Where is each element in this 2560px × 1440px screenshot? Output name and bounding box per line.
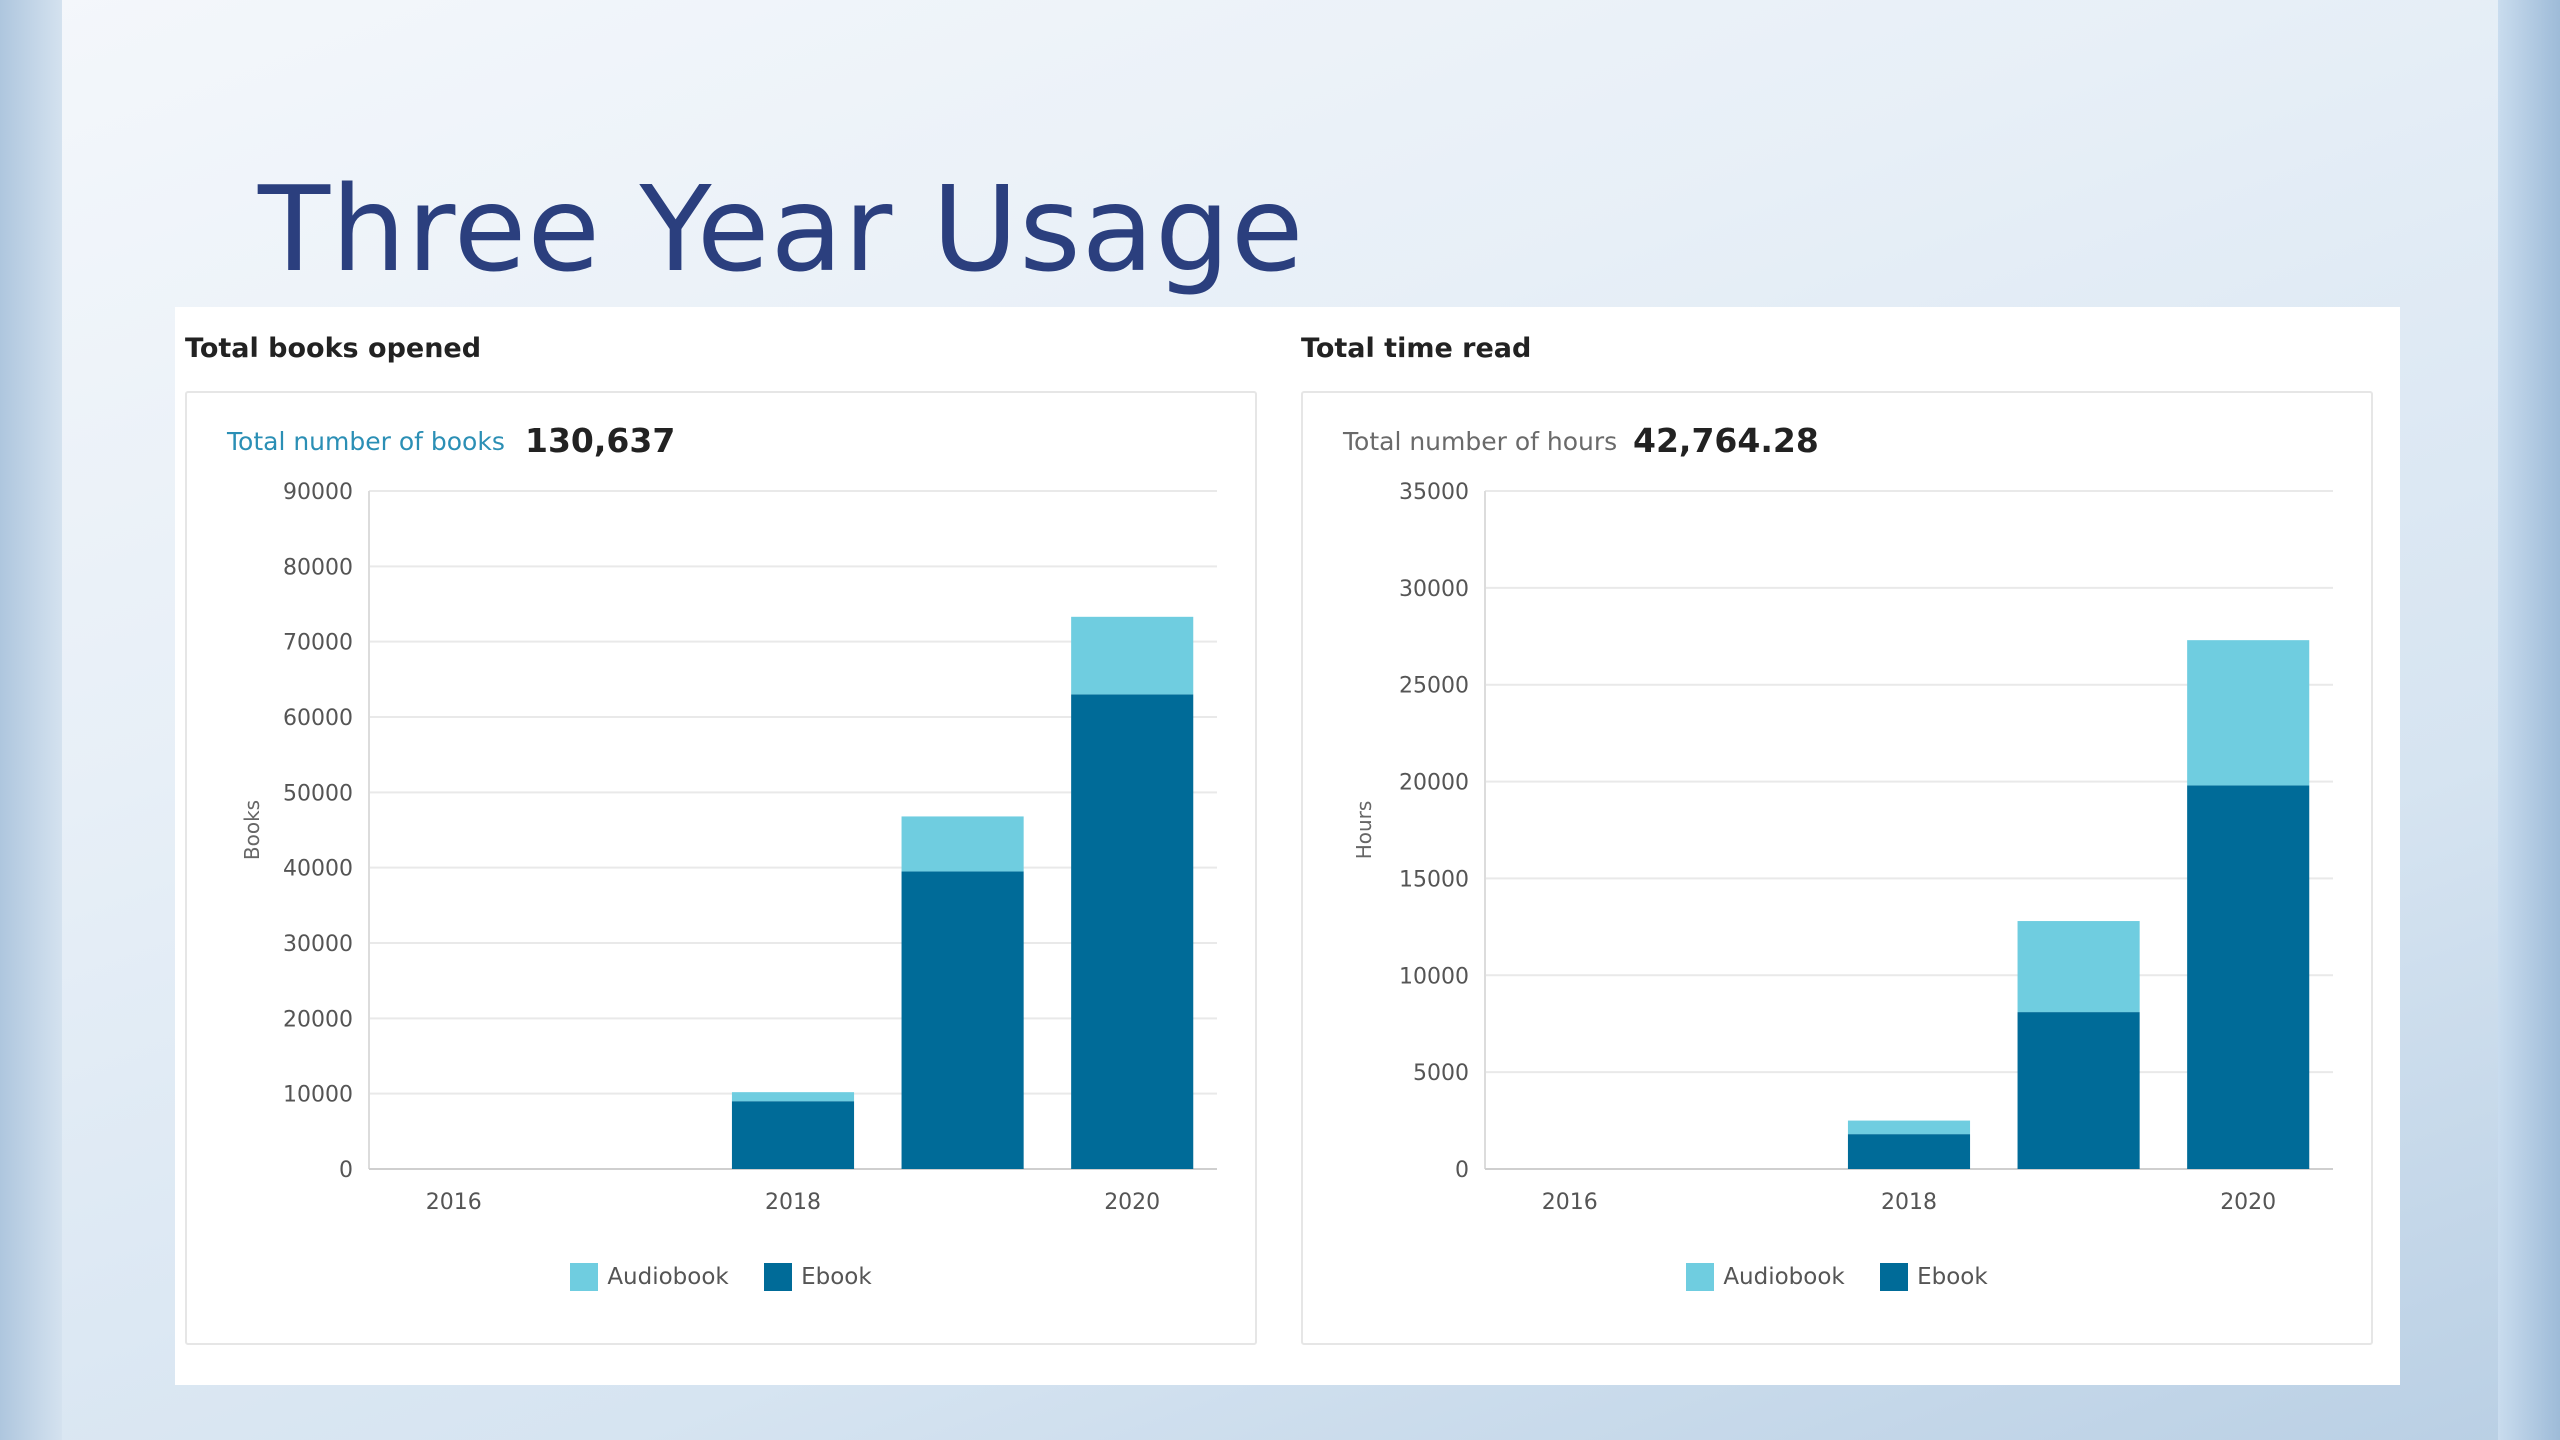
books-bar-chart: 0 10000 20000 30000 40000 50000 60000 70000 8000… — [240, 480, 1217, 1215]
x-tick-label: 2020 — [1104, 1190, 1160, 1215]
y-tick-label: 40000 — [283, 857, 353, 882]
y-tick-label: 20000 — [283, 1007, 353, 1032]
y-tick-label: 10000 — [283, 1083, 353, 1108]
y-tick-label: 80000 — [283, 555, 353, 580]
dashboard-panel: Total books opened Total number of books… — [175, 307, 2400, 1385]
slide-right-edge — [2498, 0, 2560, 1440]
hours-total-label: Total number of hours — [1343, 427, 1618, 456]
bar-audiobook-2018 — [1847, 1120, 1971, 1135]
ebook-swatch — [764, 1263, 793, 1291]
bar-audiobook-2019 — [901, 816, 1024, 872]
y-tick-label: 30000 — [1399, 577, 1469, 602]
audiobook-swatch — [1686, 1263, 1715, 1291]
x-tick-label: 2016 — [426, 1190, 482, 1215]
legend-audiobook-label: Audiobook — [607, 1264, 729, 1290]
x-tick-label: 2020 — [2220, 1190, 2276, 1215]
bar-ebook-2019 — [901, 871, 1024, 1169]
bar-ebook-2018 — [1847, 1134, 1971, 1169]
y-tick-label: 30000 — [283, 932, 353, 957]
bar-ebook-2020 — [1071, 694, 1194, 1169]
audiobook-swatch — [570, 1263, 599, 1291]
legend-ebook-label: Ebook — [801, 1264, 872, 1290]
bar-ebook-2019 — [2017, 1012, 2140, 1169]
legend-audiobook[interactable]: Audiobook — [570, 1263, 729, 1291]
legend-audiobook-label: Audiobook — [1723, 1264, 1845, 1290]
legend-ebook[interactable]: Ebook — [764, 1263, 872, 1291]
books-total-value: 130,637 — [525, 421, 676, 460]
y-tick-label: 25000 — [1399, 674, 1469, 699]
y-tick-label: 50000 — [283, 781, 353, 806]
x-tick-label: 2016 — [1542, 1190, 1598, 1215]
bar-ebook-2018 — [731, 1101, 855, 1169]
legend-ebook-label: Ebook — [1917, 1264, 1988, 1290]
bar-audiobook-2018 — [731, 1092, 855, 1102]
y-tick-label: 5000 — [1413, 1061, 1469, 1086]
slide-left-edge — [0, 0, 62, 1440]
legend-ebook[interactable]: Ebook — [1880, 1263, 1988, 1291]
y-axis-label: Hours — [1352, 801, 1376, 860]
y-tick-label: 0 — [339, 1158, 353, 1183]
bar-audiobook-2020 — [1071, 616, 1194, 695]
y-tick-label: 10000 — [1399, 964, 1469, 989]
y-tick-label: 20000 — [1399, 771, 1469, 796]
books-legend: Audiobook Ebook — [187, 1263, 1255, 1297]
hours-total-value: 42,764.28 — [1633, 421, 1819, 460]
hours-chart-card: Total number of hours 42,764.28 0 5000 100… — [1301, 391, 2373, 1345]
y-tick-label: 60000 — [283, 706, 353, 731]
y-axis-label: Books — [240, 800, 264, 860]
bar-audiobook-2019 — [2017, 921, 2140, 1013]
books-total-label: Total number of books — [227, 427, 505, 456]
y-tick-label: 15000 — [1399, 867, 1469, 892]
ebook-swatch — [1880, 1263, 1909, 1291]
x-tick-label: 2018 — [1881, 1190, 1937, 1215]
y-tick-label: 35000 — [1399, 480, 1469, 505]
bar-ebook-2020 — [2187, 785, 2310, 1169]
hours-legend: Audiobook Ebook — [1303, 1263, 2371, 1297]
y-tick-label: 90000 — [283, 480, 353, 505]
slide-title: Three Year Usage — [258, 160, 1305, 298]
bar-audiobook-2020 — [2187, 640, 2310, 786]
y-tick-label: 70000 — [283, 631, 353, 656]
hours-section-title: Total time read — [1301, 333, 1532, 364]
x-tick-label: 2018 — [765, 1190, 821, 1215]
hours-bar-chart: 0 5000 10000 15000 20000 25000 30000 35000 Hours… — [1352, 480, 2333, 1215]
y-tick-label: 0 — [1455, 1158, 1469, 1183]
books-chart-card: Total number of books 130,637 0 10000 2000… — [185, 391, 1257, 1345]
legend-audiobook[interactable]: Audiobook — [1686, 1263, 1845, 1291]
books-section-title: Total books opened — [185, 333, 482, 364]
